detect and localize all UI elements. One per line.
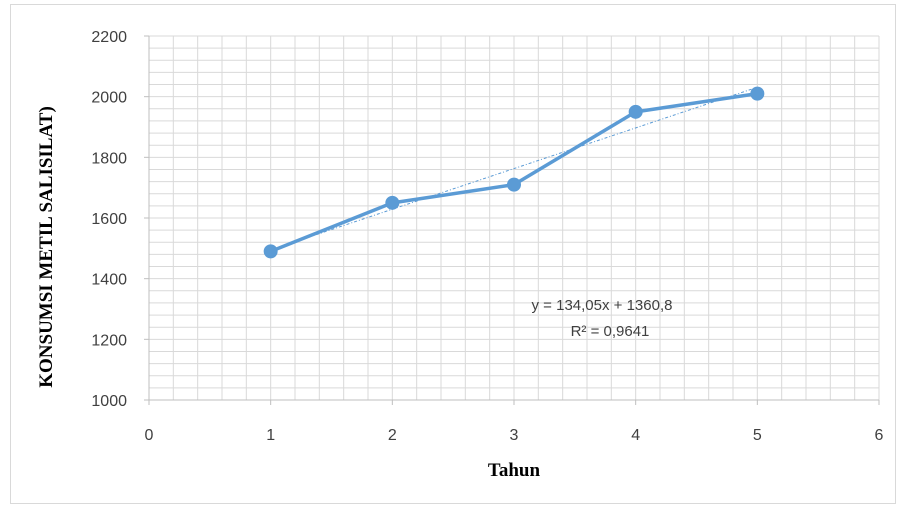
y-tick-label: 1400 — [91, 272, 127, 289]
y-tick-label: 1000 — [91, 393, 127, 410]
data-point — [385, 195, 400, 210]
x-tick-label: 0 — [145, 427, 154, 444]
y-axis-title: KONSUMSI METIL SALISILAT) — [36, 106, 57, 388]
axes — [144, 35, 880, 405]
data-point — [263, 244, 278, 259]
y-tick-label: 1200 — [91, 332, 127, 349]
data-point — [507, 177, 521, 192]
data-point — [750, 86, 765, 101]
y-tick-label: 1600 — [91, 211, 127, 228]
x-tick-label: 2 — [388, 427, 397, 444]
tick-labels: 1000 1200 1400 1600 1800 2000 2200 0 1 2 3 4 5 6 — [91, 29, 883, 444]
grid-lines — [148, 35, 880, 401]
y-tick-label: 2000 — [91, 90, 127, 107]
trendline-path — [270, 86, 758, 251]
data-point — [628, 104, 643, 119]
x-tick-label: 6 — [875, 427, 884, 444]
x-tick-label: 3 — [510, 427, 519, 444]
x-tick-label: 5 — [753, 427, 762, 444]
x-tick-label: 4 — [631, 427, 640, 444]
y-tick-label: 2200 — [91, 29, 127, 46]
trendline — [270, 86, 758, 251]
x-axis-title: Tahun — [488, 460, 541, 481]
y-tick-label: 1800 — [91, 150, 127, 167]
x-tick-label: 1 — [266, 427, 275, 444]
trendline-equation: y = 134,05x + 1360,8 — [532, 297, 673, 314]
trendline-r-squared: R² = 0,9641 — [571, 323, 650, 340]
data-series — [263, 86, 765, 259]
